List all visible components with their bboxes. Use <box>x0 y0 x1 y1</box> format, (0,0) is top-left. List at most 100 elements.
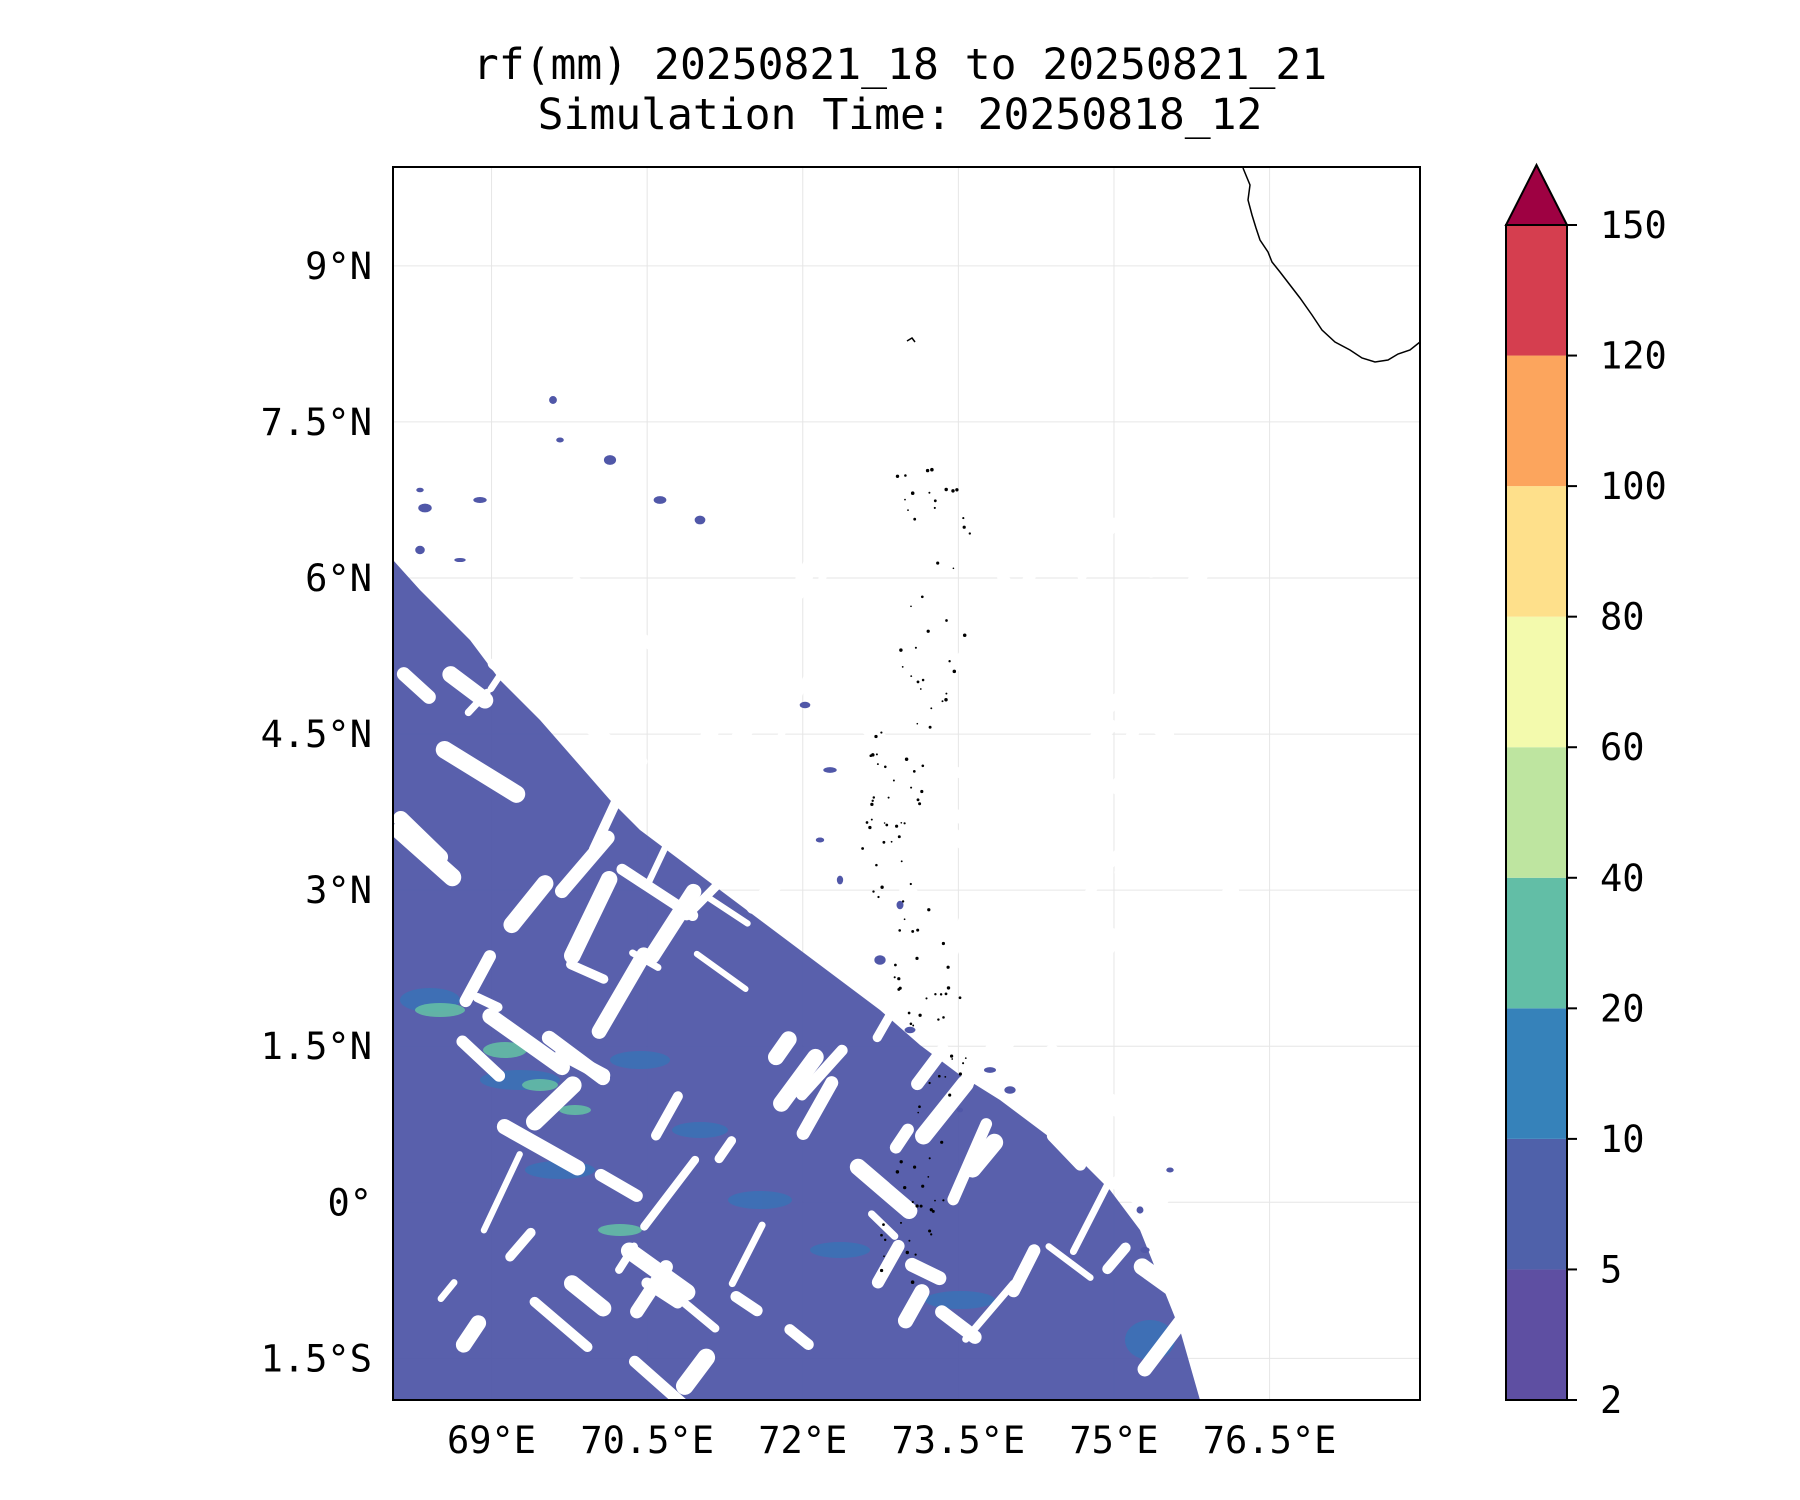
atoll-dot <box>936 561 940 565</box>
rain-gap <box>889 1123 914 1154</box>
rain-gap <box>459 950 496 1008</box>
lat-tick-label: 6°N <box>305 557 372 600</box>
rain-gap <box>455 1315 487 1353</box>
atoll-dot <box>952 669 957 674</box>
map-subtitle: Simulation Time: 20250818_12 <box>537 90 1263 140</box>
rain-cell <box>556 437 564 443</box>
atoll-dot <box>880 885 884 889</box>
rain-gap <box>505 1227 536 1262</box>
atoll-dot <box>962 633 967 638</box>
rain-cell <box>603 455 617 465</box>
atoll-dot <box>968 532 971 535</box>
atoll-dot <box>910 675 913 678</box>
rain-gap <box>1184 535 1225 596</box>
rain-gap <box>796 1076 839 1140</box>
lon-tick-label: 70.5°E <box>580 1419 714 1462</box>
colorbar-level-label: 100 <box>1600 465 1667 508</box>
atoll-dot <box>916 680 920 684</box>
atoll-dot <box>951 1058 954 1060</box>
india-coast <box>1242 167 1421 363</box>
atoll-dot <box>911 929 915 933</box>
rain-gap <box>1144 599 1220 643</box>
atoll-dot <box>951 489 955 493</box>
rain-gap <box>571 576 648 647</box>
rain-gap <box>777 668 813 741</box>
atoll-dot <box>870 818 873 821</box>
lat-tick-label: 9°N <box>305 245 372 288</box>
rain-gap <box>1083 928 1121 985</box>
atoll-dot <box>907 1011 911 1015</box>
atoll-dot <box>883 1255 885 1258</box>
colorbar-level-label: 60 <box>1600 726 1645 769</box>
atoll-dot <box>880 731 883 734</box>
atoll-dot <box>934 1199 936 1202</box>
atoll-dot <box>903 1185 907 1190</box>
colorbar-band <box>1506 747 1567 878</box>
rain-gap <box>796 1044 848 1101</box>
rain-gap-bands <box>393 494 1249 1400</box>
atoll-dot <box>928 725 932 729</box>
rain-gap <box>1060 814 1113 859</box>
atoll-dot <box>914 1253 917 1256</box>
lat-tick-label: 3°N <box>305 869 372 912</box>
atoll-dot <box>915 1204 919 1208</box>
atoll-dot <box>944 697 948 702</box>
atoll-dot <box>904 498 906 501</box>
atoll-dot <box>877 895 880 899</box>
colorbar-level-label: 120 <box>1600 335 1667 378</box>
rain-gap <box>1155 1134 1206 1209</box>
rain-gap <box>1143 494 1214 578</box>
colorbar-level-label: 40 <box>1600 857 1645 900</box>
maldives-atolls <box>861 467 971 1284</box>
colorbar-level-label: 10 <box>1600 1118 1645 1161</box>
atoll-dot <box>897 977 901 981</box>
atoll-dot <box>937 1074 941 1078</box>
rain-gap <box>1036 660 1081 730</box>
atoll-dot <box>921 1184 925 1188</box>
atoll-dot <box>930 467 934 472</box>
rain-gap <box>442 666 494 709</box>
rain-cell <box>956 1107 964 1113</box>
rain-gap <box>872 975 915 1043</box>
rain-gap <box>437 1279 458 1303</box>
atoll-dot <box>904 757 909 762</box>
rain-gap <box>675 1348 716 1395</box>
rain-cell <box>1140 1246 1150 1254</box>
atoll-dot <box>912 770 916 773</box>
atoll-dot <box>925 468 930 473</box>
atoll-dot <box>903 918 906 921</box>
rain-gap <box>1111 1174 1177 1226</box>
lakshadweep-islet <box>906 337 916 343</box>
atoll-dot <box>895 824 899 828</box>
rain-cell <box>815 837 825 843</box>
coastline <box>906 167 1421 363</box>
colorbar-level-label: 80 <box>1600 596 1645 639</box>
atoll-dot <box>868 825 872 830</box>
atoll-dot <box>964 1057 967 1059</box>
rain-gap <box>615 1242 638 1274</box>
atoll-dot <box>900 821 903 824</box>
atoll-dot <box>927 1176 930 1178</box>
rain-cell <box>799 701 811 709</box>
atoll-dot <box>874 734 878 739</box>
atoll-dot <box>899 1160 903 1164</box>
rain-gap <box>640 1155 700 1231</box>
colorbar-band <box>1506 355 1567 487</box>
rain-gap <box>968 744 1011 780</box>
map-title: rf(mm) 20250821_18 to 20250821_21 <box>472 40 1328 90</box>
atoll-dot <box>962 517 965 520</box>
atoll-dot <box>928 1229 932 1233</box>
rain-gap <box>1133 1258 1217 1323</box>
atoll-dot <box>898 929 902 932</box>
lon-tick-label: 69°E <box>447 1419 536 1462</box>
longitude-labels: 69°E 70.5°E 72°E 73.5°E 75°E 76.5°E <box>447 1419 1336 1462</box>
rain-gap <box>1069 1182 1111 1255</box>
rain-cell <box>416 487 424 493</box>
colorbar-band <box>1506 1138 1567 1270</box>
atoll-dot <box>915 956 919 961</box>
atoll-dot <box>914 646 917 649</box>
atoll-dot <box>880 1233 883 1237</box>
rain-gap <box>946 763 979 786</box>
atoll-dot <box>911 1200 914 1204</box>
rain-gap <box>1059 672 1088 712</box>
